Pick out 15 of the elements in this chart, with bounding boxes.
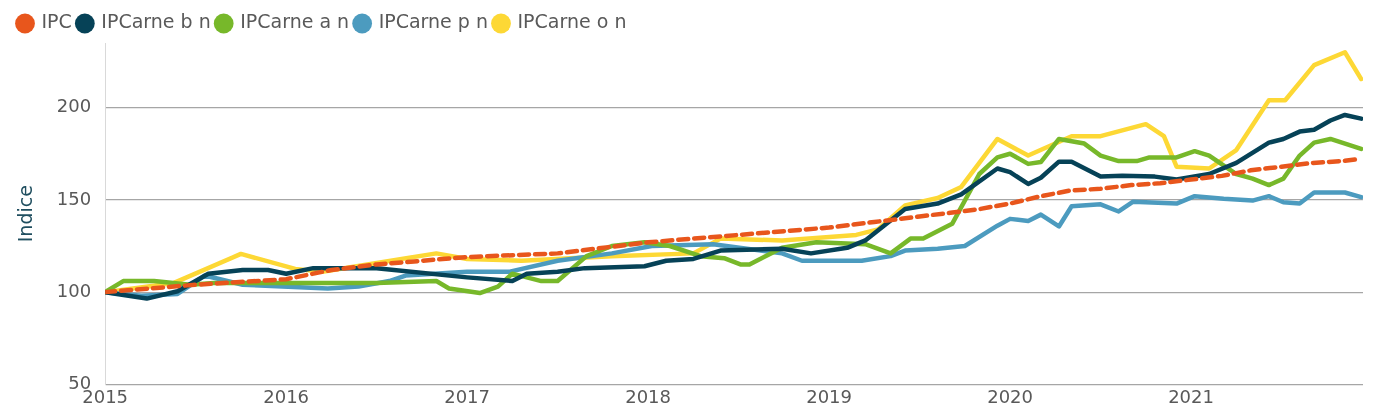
- legend-label: IPCarne o n: [517, 10, 627, 33]
- y-tick-label: 100: [56, 279, 92, 301]
- x-tick-label: 2016: [263, 385, 310, 407]
- legend-label: IPCarne p n: [378, 10, 489, 33]
- x-tick-label: 2020: [987, 385, 1033, 407]
- x-tick-label: 2018: [625, 385, 672, 407]
- y-axis-title: Indice: [14, 185, 37, 243]
- x-tick-label: 2019: [806, 385, 852, 407]
- x-tick-label: 2017: [444, 385, 491, 407]
- legend-label: IPC: [41, 10, 72, 33]
- x-tick-label: 2021: [1168, 385, 1214, 407]
- legend-label: IPCarne a n: [240, 10, 350, 33]
- legend-label: IPCarne b n: [101, 10, 211, 33]
- y-tick-label: 150: [56, 187, 92, 209]
- y-tick-label: 200: [56, 95, 92, 117]
